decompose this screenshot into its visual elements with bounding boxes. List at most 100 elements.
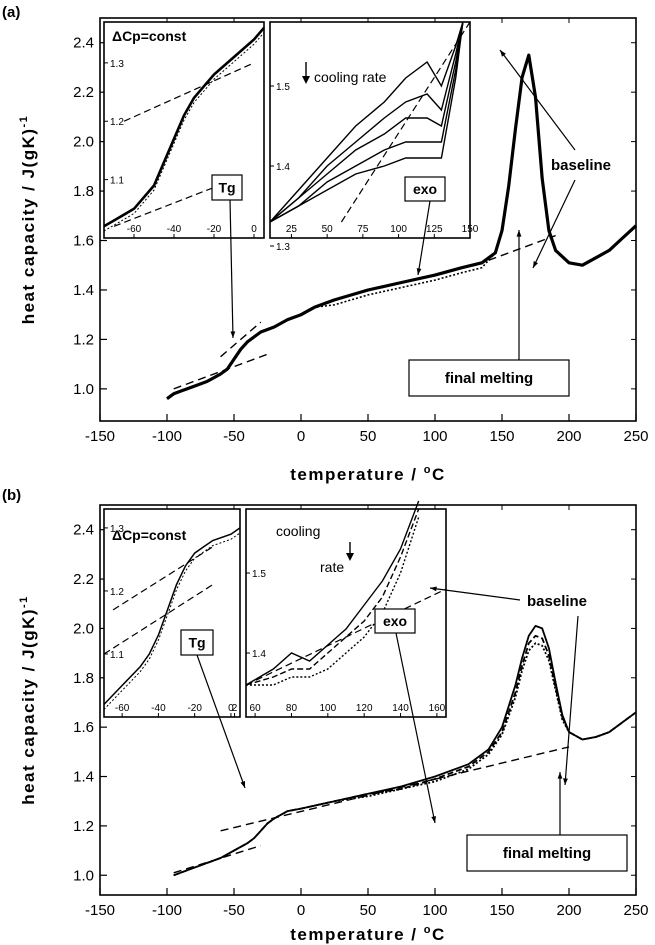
data-series-overlay xyxy=(166,54,637,400)
data-series-2 xyxy=(173,634,637,877)
inset-x-tick-label: 60 xyxy=(250,703,262,714)
inset-x-tick-label: -60 xyxy=(127,224,142,235)
baseline-line xyxy=(173,353,268,390)
inset-x-tick-label: 50 xyxy=(322,224,334,235)
exo-label: exo xyxy=(413,181,437,197)
baseline-line xyxy=(173,844,262,874)
tg-arrow-line xyxy=(229,199,234,339)
inset-dcp-label: ΔCp=const xyxy=(112,527,187,543)
y-tick-label: 1.4 xyxy=(73,769,94,786)
inset-x-tick-label: -40 xyxy=(151,703,166,714)
inset-x-tick-label: 25 xyxy=(286,224,298,235)
y-tick-label: 2.2 xyxy=(73,571,94,588)
inset-y-tick-label: 1.2 xyxy=(110,117,124,128)
inset-baseline xyxy=(123,62,255,122)
inset-y-tick-label: 1.2 xyxy=(110,587,124,598)
final-melting-arrow-head xyxy=(557,772,563,779)
y-tick-label: 2.4 xyxy=(73,35,94,52)
inset-y-tick-label: 1.4 xyxy=(252,649,266,660)
inset-x-tick-label: -20 xyxy=(207,224,222,235)
exo-label: exo xyxy=(383,613,407,629)
inset-x-tick-label: 0 xyxy=(251,224,257,235)
inset-x-tick-label: 75 xyxy=(357,224,369,235)
baseline-arrow-top-head xyxy=(430,586,437,592)
y-axis-title: heat capacity / J(gK)-1 xyxy=(18,595,38,805)
x-tick-label: 150 xyxy=(489,902,514,919)
baseline-line xyxy=(220,321,262,358)
x-tick-label: 250 xyxy=(623,902,648,919)
x-tick-label: 150 xyxy=(489,428,514,445)
y-tick-label: 2.2 xyxy=(73,84,94,101)
y-tick-label: 1.0 xyxy=(73,381,94,398)
x-axis-title: temperature / oC xyxy=(290,924,445,944)
inset-x-tick-label: 2 xyxy=(232,703,238,714)
baseline-arrow-bottom-line xyxy=(532,179,576,269)
tg-arrow-head xyxy=(240,781,245,788)
x-tick-label: 250 xyxy=(623,428,648,445)
panel-b: (b) -150 -100 -50 0 50 100 150 200 250 1.0 1.2 1.4 1.… xyxy=(2,487,649,944)
inset-y-tick-label: 1.4 xyxy=(276,162,290,173)
inset-curve xyxy=(103,527,241,705)
inset-curve-1 xyxy=(245,500,420,686)
y-tick-label: 2.0 xyxy=(73,620,94,637)
tg-arrow-line xyxy=(196,654,246,789)
y-tick-label: 1.8 xyxy=(73,183,94,200)
inset-rate-label: rate xyxy=(320,559,344,575)
x-tick-label: 200 xyxy=(556,902,581,919)
inset-x-tick-label: 100 xyxy=(319,703,336,714)
tg-label: Tg xyxy=(188,635,205,651)
y-tick-label: 2.0 xyxy=(73,134,94,151)
inset-right: 60 80 100 120 140 160 1.4 1.5 cooling rate xyxy=(245,500,447,718)
y-tick-label: 1.2 xyxy=(73,331,94,348)
x-tick-label: 0 xyxy=(297,902,305,919)
x-axis-title: temperature / oC xyxy=(290,464,445,484)
inset-curve-2 xyxy=(245,508,420,686)
inset-curve-1 xyxy=(269,21,464,223)
final-melting-arrow-head xyxy=(516,230,522,237)
exo-label-box xyxy=(404,176,446,202)
y-tick-label: 1.4 xyxy=(73,282,94,299)
cooling-arrow-head xyxy=(346,553,354,561)
final-melting-label-box xyxy=(466,834,628,872)
inset-y-tick-label: 1.5 xyxy=(276,82,290,93)
inset-curve-2 xyxy=(103,32,265,232)
inset-left: -60 -40 -20 0 1.1 1.2 1.3 ΔCp=const xyxy=(103,21,265,239)
baseline-arrow-bottom-line xyxy=(564,615,579,786)
inset-y-tick-label: 1.3 xyxy=(276,242,290,253)
baseline-line xyxy=(488,234,556,261)
inset-x-tick-label: 160 xyxy=(429,703,446,714)
baseline-arrow-bottom-head xyxy=(563,778,568,785)
y-tick-label: 1.8 xyxy=(73,670,94,687)
exo-arrow-head xyxy=(416,268,422,275)
inset-baseline xyxy=(340,21,471,223)
inset-x-tick-label: 125 xyxy=(426,224,443,235)
x-tick-label: 0 xyxy=(297,428,305,445)
panel-label: (a) xyxy=(2,4,20,21)
tg-label: Tg xyxy=(218,180,235,196)
exo-arrow-head xyxy=(431,816,436,823)
inset-x-tick-label: 150 xyxy=(462,224,479,235)
inset-x-tick-label: 80 xyxy=(286,703,298,714)
final-melting-label: final melting xyxy=(445,370,533,387)
tg-arrow-head xyxy=(230,331,236,338)
inset-curve xyxy=(103,26,265,228)
inset-cooling-label: cooling rate xyxy=(314,69,387,85)
panel-label: (b) xyxy=(2,487,21,504)
inset-right: 25 50 75 100 125 150 1.3 1.4 1.5 cooling rate xyxy=(269,21,479,253)
exo-arrow-line xyxy=(417,200,431,276)
inset-x-tick-label: 120 xyxy=(356,703,373,714)
x-tick-label: 50 xyxy=(360,428,377,445)
inset-left-frame xyxy=(103,21,265,239)
tg-label-box xyxy=(180,629,214,656)
x-tick-label: 100 xyxy=(422,902,447,919)
x-tick-label: 200 xyxy=(556,428,581,445)
inset-curve-2 xyxy=(103,532,241,710)
y-tick-label: 1.6 xyxy=(73,233,94,250)
baseline-arrow-bottom-head xyxy=(533,261,538,268)
exo-arrow-line xyxy=(395,632,436,824)
inset-y-tick-label: 1.1 xyxy=(110,176,124,187)
x-tick-label: -100 xyxy=(152,428,182,445)
x-tick-label: -50 xyxy=(223,428,245,445)
x-tick-label: 100 xyxy=(422,428,447,445)
